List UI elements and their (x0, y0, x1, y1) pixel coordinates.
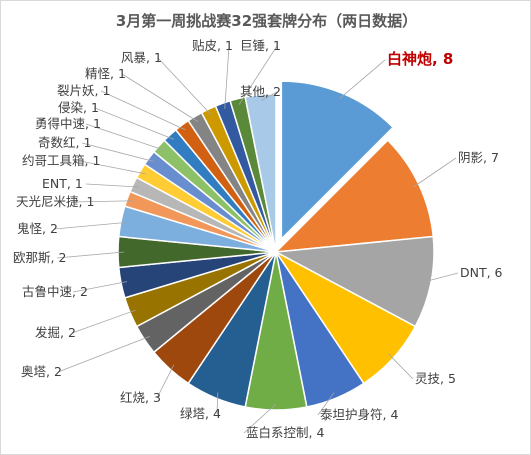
slice-label-23: 巨锤, 1 (240, 38, 281, 53)
slice-label-8: 奥塔, 2 (21, 364, 62, 379)
leader-line-5 (243, 403, 277, 434)
leader-line-19 (100, 90, 186, 131)
leader-line-24 (260, 91, 278, 102)
slice-label-24: 其他, 2 (240, 84, 281, 99)
slice-label-21: 风暴, 1 (121, 50, 162, 65)
slice-label-2: DNT, 6 (460, 265, 503, 280)
slice-label-11: 欧那斯, 2 (13, 250, 66, 265)
slice-label-4: 泰坦护身符, 4 (320, 407, 398, 422)
slice-label-12: 鬼怪, 2 (17, 221, 58, 236)
slice-label-5: 蓝白系控制, 4 (246, 425, 324, 440)
leader-line-18 (94, 107, 175, 140)
slice-2 (273, 235, 435, 328)
leader-line-6 (216, 392, 219, 415)
leader-line-21 (157, 57, 212, 115)
slice-label-9: 发掘, 2 (35, 325, 76, 340)
leader-line-12 (53, 221, 127, 230)
slice-label-6: 绿塔, 4 (180, 406, 221, 421)
slice-label-15: 约哥工具箱, 1 (22, 153, 100, 168)
slice-label-10: 古鲁中速, 2 (22, 284, 88, 299)
leader-line-1 (413, 157, 457, 188)
slice-24 (244, 93, 277, 253)
leader-line-7 (156, 364, 175, 399)
leader-line-3 (388, 353, 414, 380)
chart-title: 3月第一周挑战赛32强套牌分布（两日数据） (115, 12, 418, 30)
leader-line-16 (81, 142, 155, 162)
slice-label-16: 奇数红, 1 (38, 135, 91, 150)
leader-line-10 (72, 281, 127, 293)
slice-label-13: 天光尼米捷, 1 (16, 194, 94, 209)
slice-label-7: 红烧, 3 (120, 390, 161, 405)
leader-line-2 (424, 272, 459, 283)
slice-label-0: 白神炮, 8 (387, 50, 453, 68)
slice-label-20: 精怪, 1 (85, 66, 126, 81)
pie-slices (117, 80, 435, 411)
leader-line-15 (79, 160, 146, 175)
leader-line-4 (317, 392, 335, 416)
slice-0 (280, 80, 395, 241)
slice-label-1: 阴影, 7 (458, 150, 499, 165)
leader-line-0 (339, 59, 386, 99)
slice-label-18: 侵染, 1 (58, 100, 99, 115)
slice-labels: 白神炮, 8 阴影, 7 DNT, 6 灵技, 5 泰坦护身符, 4 蓝白系控制, 4 绿塔… (13, 38, 503, 440)
leader-line-22 (224, 45, 230, 109)
slice-1 (273, 139, 435, 253)
leader-lines (53, 45, 459, 434)
leader-line-13 (73, 200, 133, 203)
leader-line-17 (85, 123, 164, 151)
leader-line-11 (56, 251, 125, 259)
slice-label-17: 勇得中速, 1 (35, 116, 101, 131)
leader-line-9 (71, 309, 136, 334)
leader-line-20 (121, 73, 199, 122)
leader-line-23 (238, 45, 278, 105)
slice-label-19: 裂片妖, 1 (57, 83, 110, 98)
leader-line-14 (85, 183, 139, 188)
slice-label-3: 灵技, 5 (415, 371, 456, 386)
leader-line-8 (57, 336, 150, 373)
slice-label-14: ENT, 1 (42, 176, 83, 191)
slice-label-22: 贴皮, 1 (192, 38, 233, 53)
